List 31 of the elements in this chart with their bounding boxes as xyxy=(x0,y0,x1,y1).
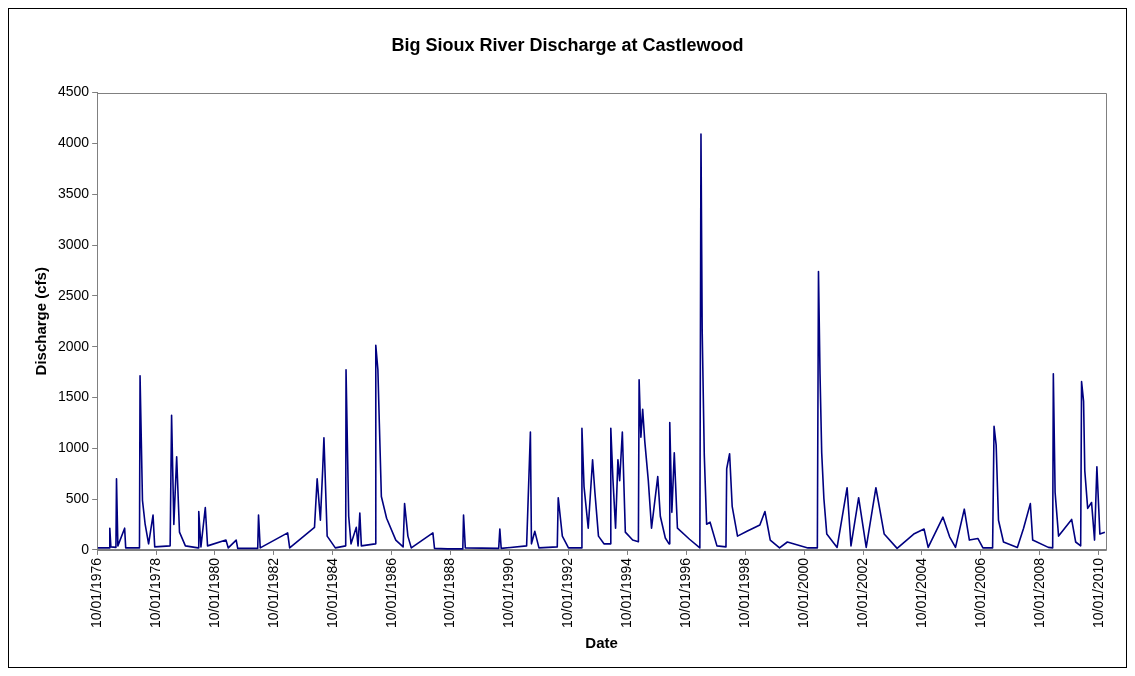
y-tick-label: 4500 xyxy=(57,83,90,100)
y-tick-label: 0 xyxy=(81,540,90,557)
x-tick-label: 10/01/2002 xyxy=(853,557,870,629)
x-tick-label: 10/01/2000 xyxy=(794,557,811,629)
y-tick-label: 2500 xyxy=(57,286,90,303)
chart-title: Big Sioux River Discharge at Castlewood xyxy=(391,34,744,55)
y-tick-label: 2000 xyxy=(57,337,90,354)
x-tick-label: 10/01/1988 xyxy=(441,557,458,629)
x-tick-label: 10/01/1986 xyxy=(382,557,399,629)
x-tick-label: 10/01/2008 xyxy=(1030,557,1047,629)
y-tick-label: 4000 xyxy=(57,134,90,151)
x-tick-label: 10/01/2006 xyxy=(971,557,988,629)
y-tick-label: 500 xyxy=(65,489,90,506)
x-tick-label: 10/01/1982 xyxy=(264,557,281,629)
x-tick-label: 10/01/1980 xyxy=(205,557,222,629)
x-tick-label: 10/01/2004 xyxy=(912,557,929,629)
x-tick-label: 10/01/2010 xyxy=(1089,557,1106,629)
x-tick-label: 10/01/1984 xyxy=(323,557,340,629)
y-tick-label: 3500 xyxy=(57,185,90,202)
x-tick-label: 10/01/1990 xyxy=(500,557,517,629)
y-tick-label: 1000 xyxy=(57,439,90,456)
x-tick-label: 10/01/1996 xyxy=(677,557,694,629)
x-tick-label: 10/01/1976 xyxy=(88,557,104,629)
x-tick-label: 10/01/1998 xyxy=(736,557,753,629)
x-tick-label: 10/01/1992 xyxy=(559,557,576,629)
y-tick-label: 3000 xyxy=(57,235,90,252)
y-tick-label: 1500 xyxy=(57,388,90,405)
y-axis-title: Discharge (cfs) xyxy=(32,267,50,376)
x-tick-label: 10/01/1978 xyxy=(146,557,163,629)
x-axis-title: Date xyxy=(585,634,618,652)
x-tick-label: 10/01/1994 xyxy=(618,557,635,629)
